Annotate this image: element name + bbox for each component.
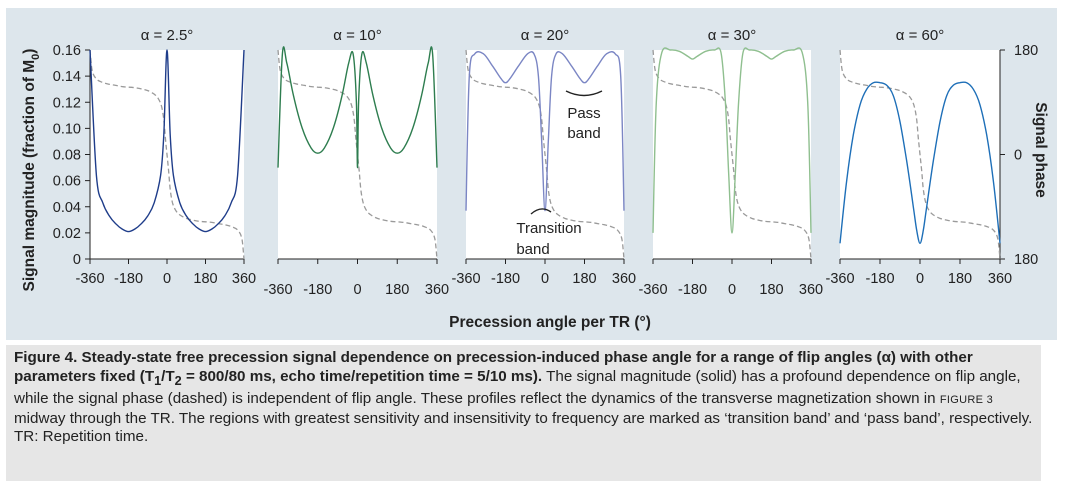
caption-abbreviation: TR: Repetition time. (14, 428, 149, 446)
x-tick-label-1: 180 (193, 271, 217, 287)
caption-bold-1: Figure 4. Steady-state free precession s… (14, 349, 973, 385)
magnitude-curve-2 (277, 46, 438, 169)
x-tick-label-1: -180 (114, 271, 143, 287)
caption-bold-2: /T (161, 367, 175, 385)
right-axis-label: Signal phase (1032, 102, 1049, 198)
caption-text-1: The signal magnitude (solid) has a profo… (14, 367, 1021, 408)
x-tick-label-3: 180 (572, 271, 596, 287)
x-tick-label-2: -360 (263, 282, 292, 298)
caption-figure-ref: Figure 3 (939, 394, 993, 407)
x-tick-label-3: 0 (541, 271, 549, 287)
y-tick-label: 0.08 (53, 148, 81, 164)
caption-bold-3: = 800/80 ms, echo time/repetition time =… (181, 367, 543, 385)
caption-sub-2: 2 (174, 373, 182, 388)
caption-sub-1: 1 (154, 373, 162, 388)
x-tick-label-2: -180 (303, 282, 332, 298)
phase-curve-3 (465, 49, 625, 260)
y-tick-label: 0.10 (53, 121, 81, 137)
x-tick-label-2: 0 (353, 282, 361, 298)
y-tick-label: 0.04 (53, 200, 81, 216)
x-tick-label-5: 180 (948, 271, 972, 287)
figure-caption: Figure 4. Steady-state free precession s… (6, 345, 1041, 481)
magnitude-curve-4 (652, 47, 812, 234)
caption-text-2: midway through the TR. The regions with … (14, 409, 1033, 427)
figure-chart: α = 2.5°-360 -180 0 180 36000.020.040.060.08… (21, 27, 1049, 331)
x-tick-label-4: -180 (678, 282, 707, 298)
pass-band-brace (565, 90, 603, 97)
magnitude-curve-3 (465, 51, 625, 212)
x-tick-label-4: 0 (728, 282, 736, 298)
panel-title-4: α = 30° (708, 27, 756, 44)
y-tick-label: 0.06 (53, 174, 81, 190)
pass-band-label-2: band (567, 125, 600, 142)
x-tick-label-4: 360 (799, 282, 823, 298)
x-axis-label: Precession angle per TR (°) (449, 314, 651, 331)
x-tick-label-5: -180 (865, 271, 894, 287)
y-tick-label: 0.16 (53, 43, 81, 59)
y2-tick-label: 180 (1014, 43, 1038, 59)
phase-curve-1 (89, 49, 245, 260)
x-tick-label-1: 360 (232, 271, 256, 287)
transition-band-brace (530, 208, 552, 215)
x-tick-label-4: -360 (638, 282, 667, 298)
panel-title-3: α = 20° (521, 27, 569, 44)
y-tick-label: 0.12 (53, 95, 81, 111)
x-tick-label-5: 0 (916, 271, 924, 287)
x-tick-label-3: -360 (451, 271, 480, 287)
transition-band-label-2: band (516, 241, 549, 258)
x-tick-label-3: 360 (612, 271, 636, 287)
magnitude-curve-5 (839, 81, 1001, 245)
phase-curve-4 (652, 49, 812, 260)
y-tick-label: 0.02 (53, 226, 81, 242)
y2-tick-label: 180 (1014, 252, 1038, 268)
y-tick-label: 0.14 (53, 69, 81, 85)
pass-band-label-1: Pass (567, 105, 600, 122)
x-tick-label-5: -360 (825, 271, 854, 287)
phase-curve-5 (839, 49, 1001, 260)
x-tick-label-4: 180 (759, 282, 783, 298)
x-tick-label-2: 180 (385, 282, 409, 298)
transition-band-label-1: Transition (516, 220, 581, 237)
panel-title-2: α = 10° (333, 27, 381, 44)
x-tick-label-5: 360 (988, 271, 1012, 287)
panel-title-5: α = 60° (896, 27, 944, 44)
x-tick-label-1: 0 (163, 271, 171, 287)
magnitude-curve-1 (89, 49, 245, 233)
x-tick-label-3: -180 (491, 271, 520, 287)
panel-title-1: α = 2.5° (141, 27, 194, 44)
x-tick-label-1: -360 (75, 271, 104, 287)
y2-tick-label: 0 (1014, 148, 1022, 164)
y-axis-label: Signal magnitude (fraction of M0) (21, 49, 42, 292)
y-tick-label: 0 (73, 252, 81, 268)
x-tick-label-2: 360 (425, 282, 449, 298)
